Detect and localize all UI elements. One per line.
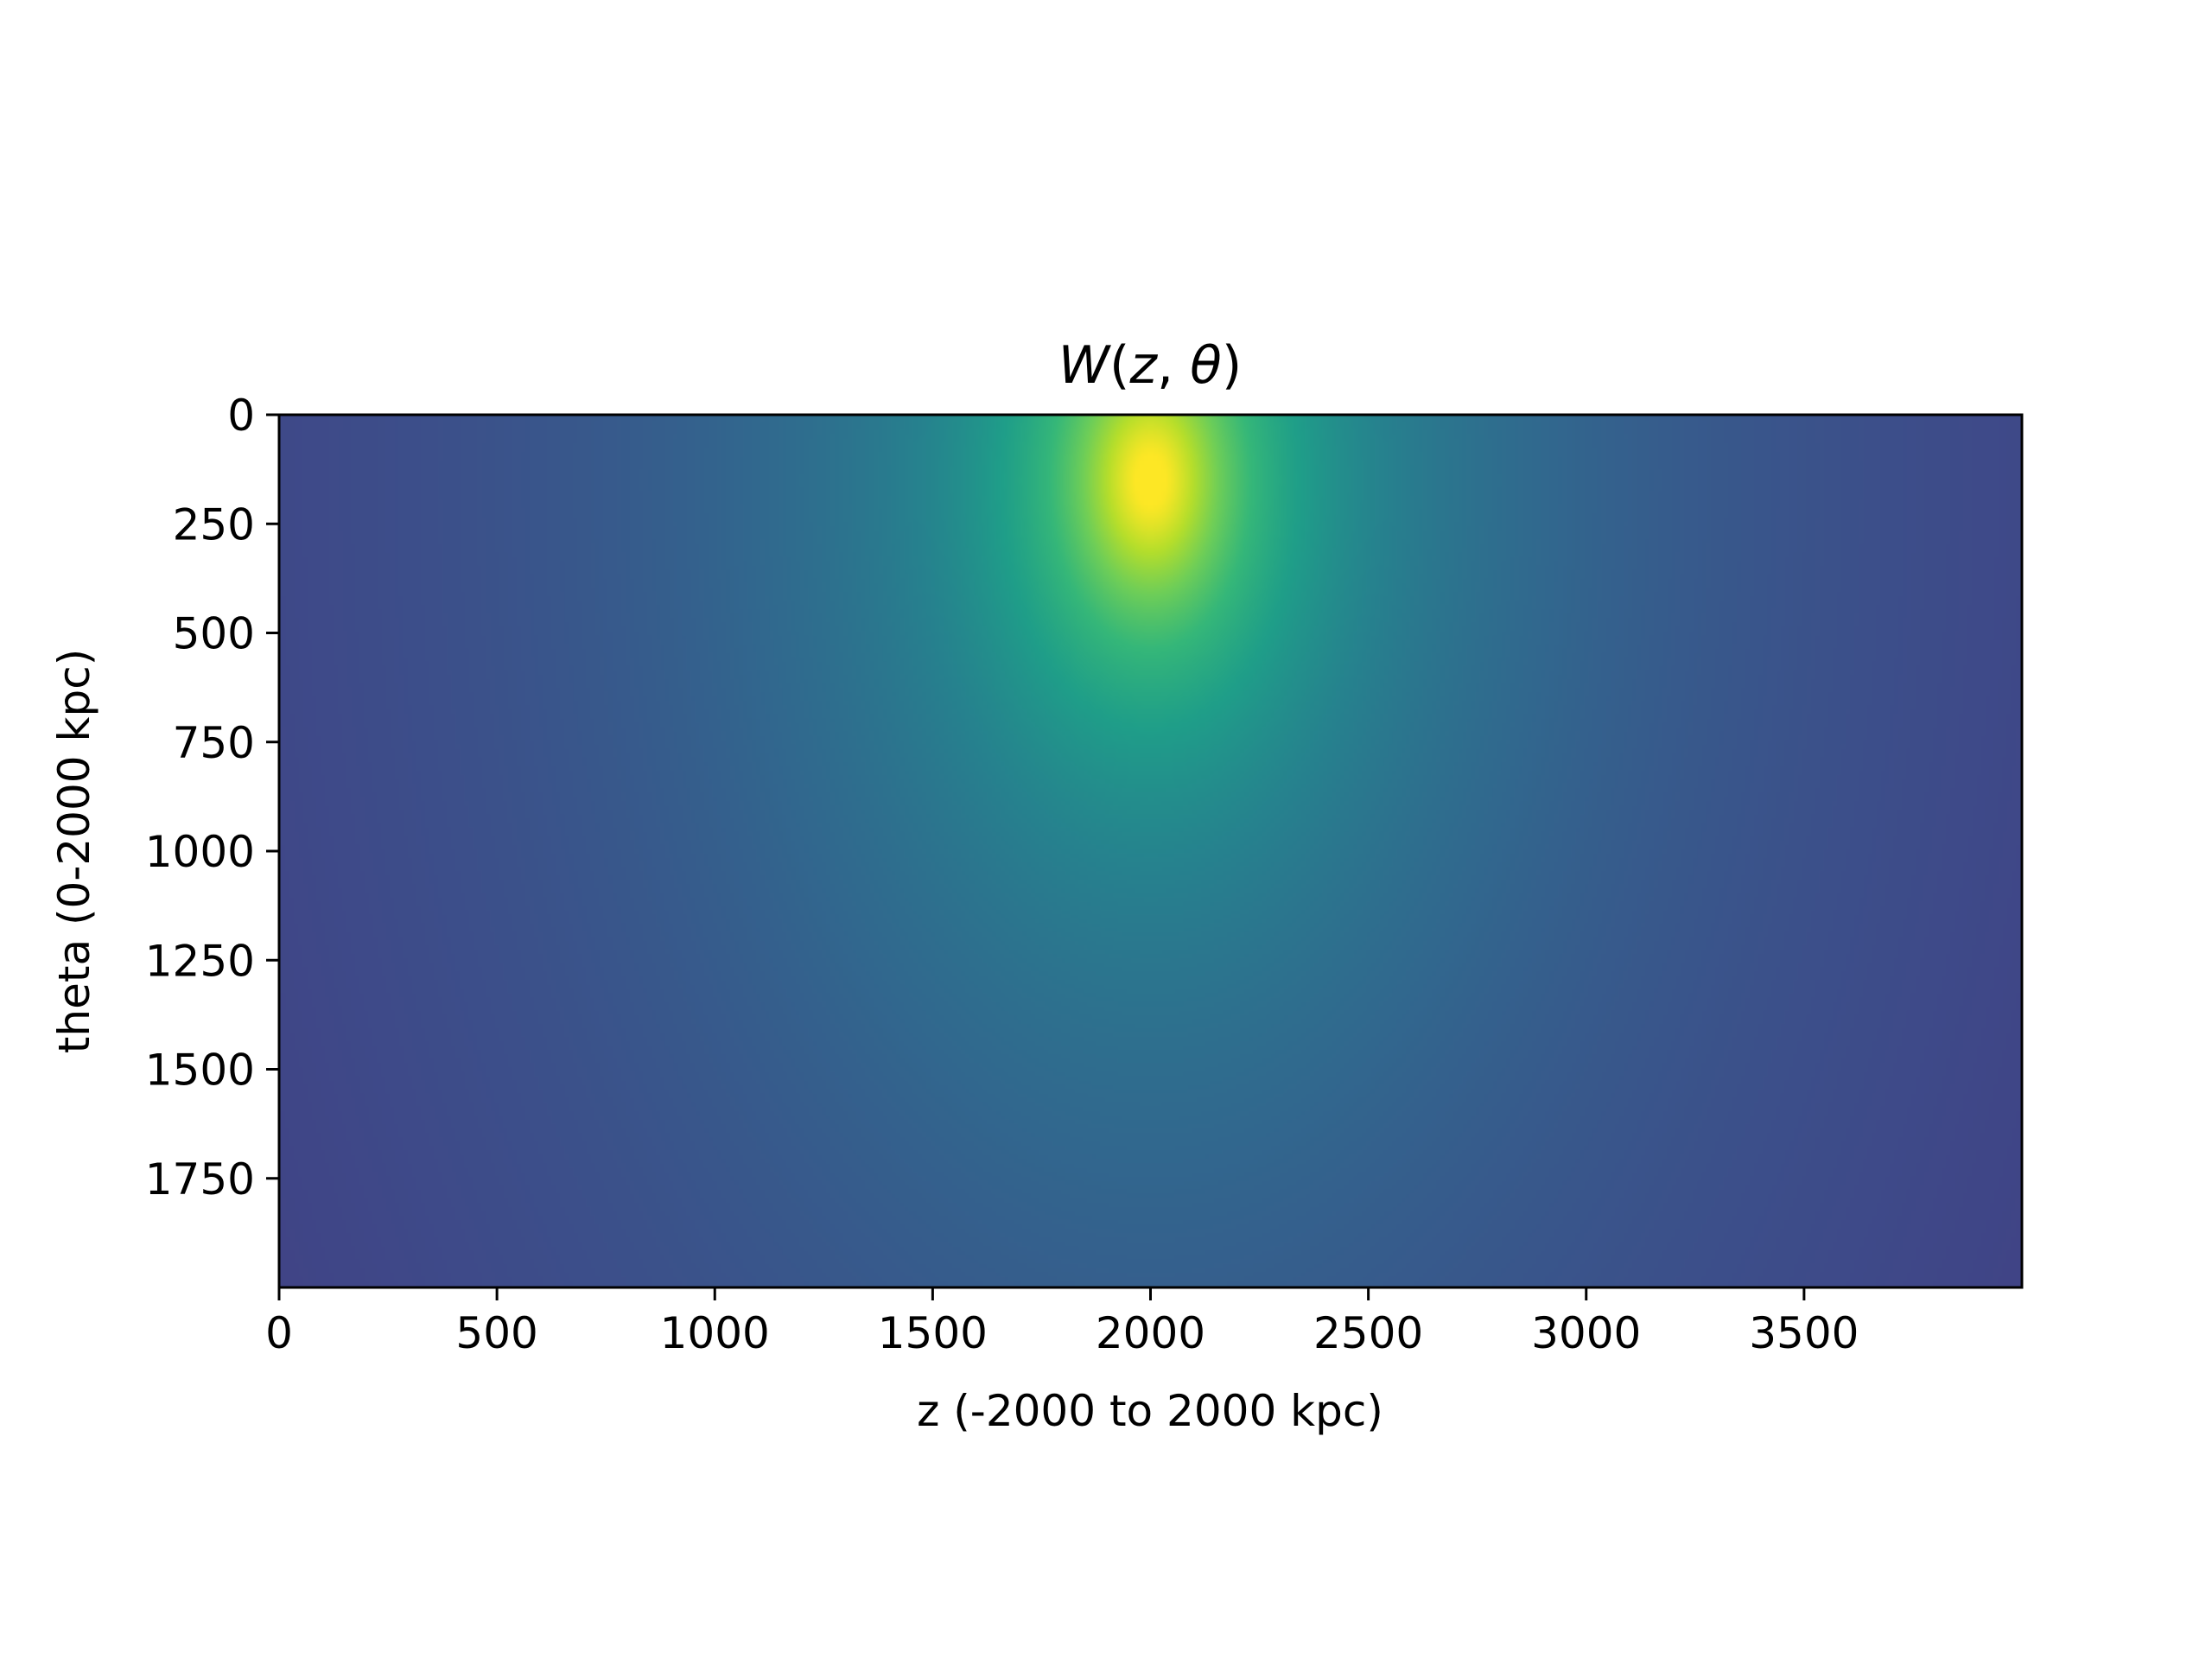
heatmap-image xyxy=(279,415,2022,1287)
x-tick-label: 3500 xyxy=(1749,1308,1859,1358)
x-axis-ticks: 0 500 1000 1500 2000 2500 3000 3500 xyxy=(265,1287,1859,1358)
heatmap xyxy=(279,415,2022,1287)
y-tick-label: 1750 xyxy=(145,1154,255,1205)
y-tick-label: 500 xyxy=(173,609,255,659)
x-tick-label: 0 xyxy=(265,1308,293,1358)
y-tick-label: 1250 xyxy=(145,936,255,986)
y-tick-label: 1000 xyxy=(145,827,255,877)
chart-title: W(z, θ) xyxy=(1058,335,1243,396)
y-axis-label: theta (0-2000 kpc) xyxy=(49,649,99,1053)
y-tick-label: 1500 xyxy=(145,1046,255,1096)
x-tick-label: 1000 xyxy=(660,1308,770,1358)
x-tick-label: 1500 xyxy=(878,1308,988,1358)
y-tick-label: 0 xyxy=(227,391,255,441)
y-tick-label: 250 xyxy=(173,499,255,550)
x-tick-label: 2500 xyxy=(1313,1308,1423,1358)
x-tick-label: 3000 xyxy=(1531,1308,1641,1358)
x-tick-label: 500 xyxy=(455,1308,537,1358)
x-tick-label: 2000 xyxy=(1096,1308,1205,1358)
y-tick-label: 750 xyxy=(173,718,255,768)
y-axis-ticks: 0 250 500 750 1000 1250 1500 1750 xyxy=(145,391,279,1205)
x-axis-label: z (-2000 to 2000 kpc) xyxy=(917,1386,1383,1436)
